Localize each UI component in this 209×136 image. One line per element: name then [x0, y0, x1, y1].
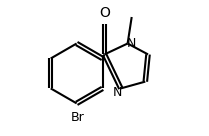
- Text: N: N: [127, 37, 136, 50]
- Text: O: O: [99, 6, 110, 20]
- Text: N: N: [113, 86, 122, 99]
- Text: Br: Br: [70, 111, 84, 124]
